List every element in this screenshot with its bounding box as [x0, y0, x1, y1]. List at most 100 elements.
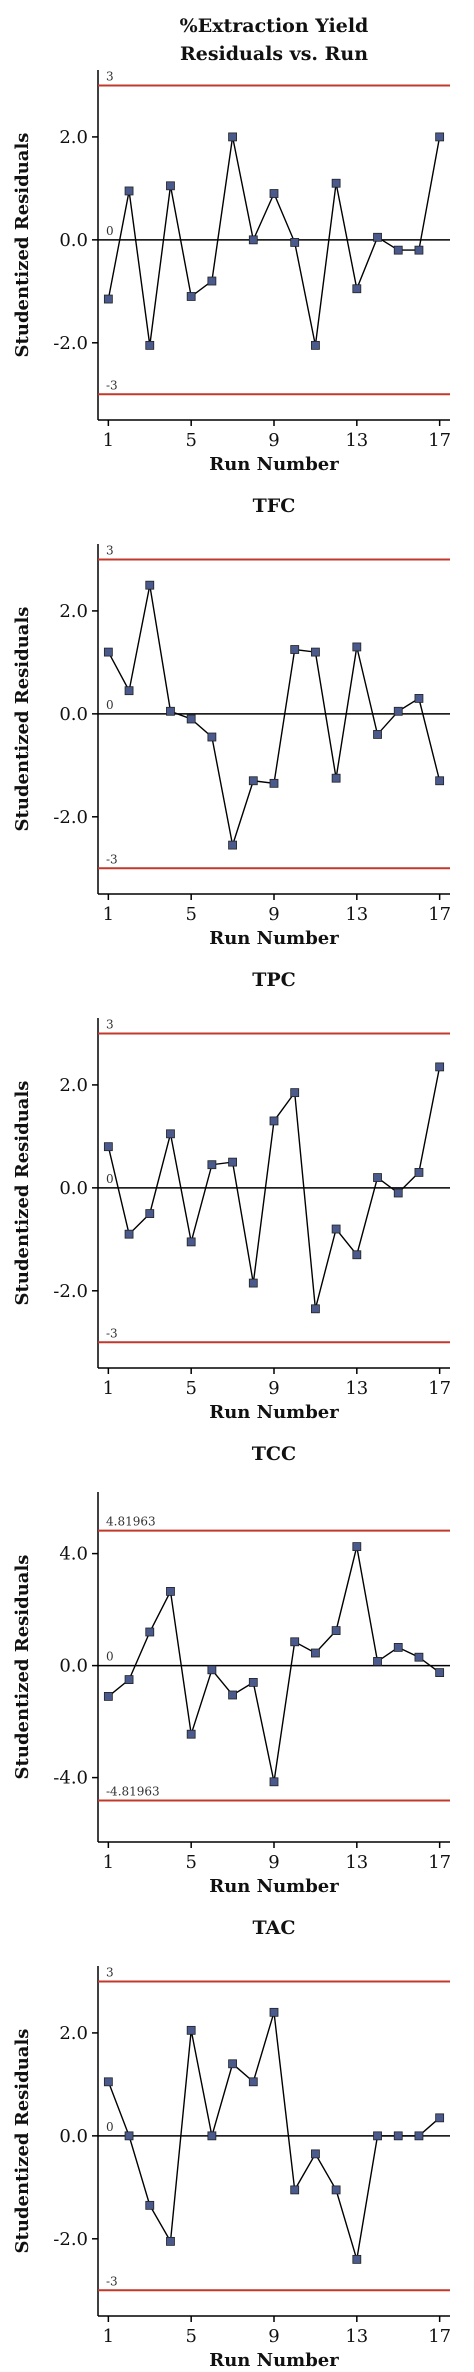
- chart-4-ref-label-0: 3: [106, 1965, 114, 1979]
- chart-3-x-tick-label-1: 5: [185, 1852, 196, 1873]
- chart-tac: TAC 3 0 -3 2.0 0.0 -2.0 1 5 9 13 17 Run Number Studen…: [12, 1917, 451, 2370]
- chart-1-point-5: [186, 714, 196, 724]
- chart-1-point-14: [373, 730, 382, 739]
- chart-2-ref-label-1: 0: [106, 1172, 114, 1186]
- chart-1-point-9: [269, 778, 279, 788]
- chart-1-title-line-0: TFC: [253, 495, 296, 517]
- chart-4-point-8: [248, 2077, 258, 2087]
- chart-1-point-12: [331, 773, 341, 783]
- chart-4-x-axis-label: Run Number: [209, 2350, 339, 2370]
- chart-1-point-2: [124, 686, 134, 696]
- chart-4-point-15: [393, 2131, 403, 2141]
- chart-2-x-tick-label-1: 5: [185, 1378, 196, 1399]
- chart-0-x-tick-label-2: 9: [268, 430, 279, 451]
- chart-3-series-line: [107, 1546, 441, 1782]
- chart-4-point-5: [186, 2025, 196, 2035]
- chart-0-point-3: [145, 340, 155, 350]
- chart-0-point-13: [352, 284, 362, 294]
- chart-3-title-line-0: TCC: [252, 1443, 296, 1465]
- chart-2-point-10: [290, 1088, 300, 1098]
- chart-4-point-17: [435, 2113, 445, 2123]
- chart-4-y-tick-label-0: 2.0: [59, 2023, 88, 2044]
- chart-0-point-8: [248, 235, 258, 245]
- chart-3-point-17: [435, 1668, 445, 1678]
- chart-1-point-13: [352, 642, 362, 652]
- chart-1-point-11: [311, 647, 320, 657]
- chart-2-point-1: [103, 1142, 113, 1152]
- chart-4-title-line-0: TAC: [253, 1917, 296, 1939]
- chart-1-ref-label-2: -3: [106, 852, 118, 866]
- chart-0-y-tick-label-1: 0.0: [59, 230, 88, 251]
- chart-1-x-tick-label-2: 9: [268, 904, 279, 925]
- chart-3-ref-label-2: -4.81963: [106, 1785, 160, 1799]
- chart-1-x-axis-label: Run Number: [209, 928, 339, 948]
- chart-2-ref-label-2: -3: [106, 1326, 118, 1340]
- chart-1-y-tick-label-1: 0.0: [59, 704, 88, 725]
- chart-2-point-16: [414, 1168, 424, 1177]
- chart-4-y-tick-label-2: -2.0: [53, 2229, 88, 2250]
- chart-1-point-8: [248, 776, 258, 786]
- chart-3-point-3: [145, 1627, 155, 1637]
- chart-4-point-3: [145, 2200, 155, 2210]
- chart-0-y-tick-label-0: 2.0: [59, 127, 88, 148]
- chart-tpc: TPC 3 0 -3 2.0 0.0 -2.0 1 5 9 13 17 Run Number Studen…: [12, 969, 451, 1422]
- chart-4-x-tick-label-3: 13: [345, 2326, 368, 2347]
- chart-4-x-tick-label-4: 17: [428, 2326, 451, 2347]
- chart-2-x-tick-label-4: 17: [428, 1378, 451, 1399]
- chart-3-x-axis-label: Run Number: [209, 1876, 339, 1896]
- chart-0-point-1: [103, 294, 113, 304]
- chart-1-point-4: [166, 706, 175, 716]
- chart-3-point-5: [186, 1729, 196, 1739]
- chart-4-ref-label-2: -3: [106, 2274, 118, 2288]
- chart-4-point-7: [228, 2059, 237, 2069]
- chart-2-point-11: [311, 1304, 320, 1314]
- chart-1-x-tick-label-0: 1: [103, 904, 114, 925]
- chart-2-point-3: [145, 1209, 155, 1218]
- chart-2-point-13: [352, 1250, 362, 1260]
- chart-3-x-tick-label-3: 13: [345, 1852, 368, 1873]
- chart-4-x-tick-label-2: 9: [268, 2326, 279, 2347]
- chart-4-point-14: [373, 2131, 382, 2141]
- chart-tcc: TCC 4.81963 0 -4.81963 4.0 0.0 -4.0 1 5 9 13 17 Run …: [12, 1443, 451, 1896]
- chart-3-y-axis-label: Studentized Residuals: [12, 1555, 33, 1780]
- chart-1-point-10: [290, 645, 300, 654]
- chart-2-y-axis-label: Studentized Residuals: [12, 1081, 33, 1306]
- chart-2-title-line-0: TPC: [252, 969, 296, 991]
- chart-3-point-10: [290, 1637, 300, 1647]
- chart-1-x-tick-label-1: 5: [185, 904, 196, 925]
- chart-0-point-14: [373, 232, 382, 242]
- chart-3-y-tick-label-0: 4.0: [59, 1544, 88, 1565]
- chart-4-point-10: [290, 2185, 300, 2195]
- chart-1-x-tick-label-4: 17: [428, 904, 451, 925]
- chart-4-point-1: [103, 2077, 113, 2087]
- chart-0-point-16: [414, 245, 424, 255]
- chart-1-point-1: [103, 647, 113, 657]
- chart-3-x-tick-label-4: 17: [428, 1852, 451, 1873]
- chart-2-point-8: [248, 1278, 258, 1288]
- chart-0-y-axis-label: Studentized Residuals: [12, 133, 33, 358]
- chart-3-point-8: [248, 1677, 258, 1687]
- chart-3-point-6: [207, 1665, 217, 1675]
- chart-0-point-12: [331, 178, 341, 188]
- chart-0-title-line-1: Residuals vs. Run: [180, 43, 368, 65]
- chart-4-point-2: [124, 2131, 134, 2141]
- chart-3-point-12: [331, 1626, 341, 1636]
- chart-1-series-line: [107, 585, 441, 846]
- chart-4-point-11: [311, 2149, 320, 2159]
- chart-0-point-17: [435, 132, 445, 142]
- chart-0-point-2: [124, 186, 134, 196]
- chart-2-y-tick-label-0: 2.0: [59, 1075, 88, 1096]
- chart-3-point-4: [166, 1586, 175, 1596]
- chart-0-series-line: [107, 136, 441, 346]
- chart-0-x-tick-label-0: 1: [103, 430, 114, 451]
- chart-3-ref-label-1: 0: [106, 1650, 114, 1664]
- chart-4-x-tick-label-1: 5: [185, 2326, 196, 2347]
- chart-2-point-7: [228, 1157, 237, 1167]
- chart-0-point-11: [311, 340, 320, 350]
- chart-3-point-1: [103, 1691, 113, 1701]
- chart-1-point-15: [393, 706, 403, 716]
- chart-0-point-9: [269, 189, 279, 198]
- chart-2-y-tick-label-1: 0.0: [59, 1178, 88, 1199]
- chart-2-point-5: [186, 1237, 196, 1247]
